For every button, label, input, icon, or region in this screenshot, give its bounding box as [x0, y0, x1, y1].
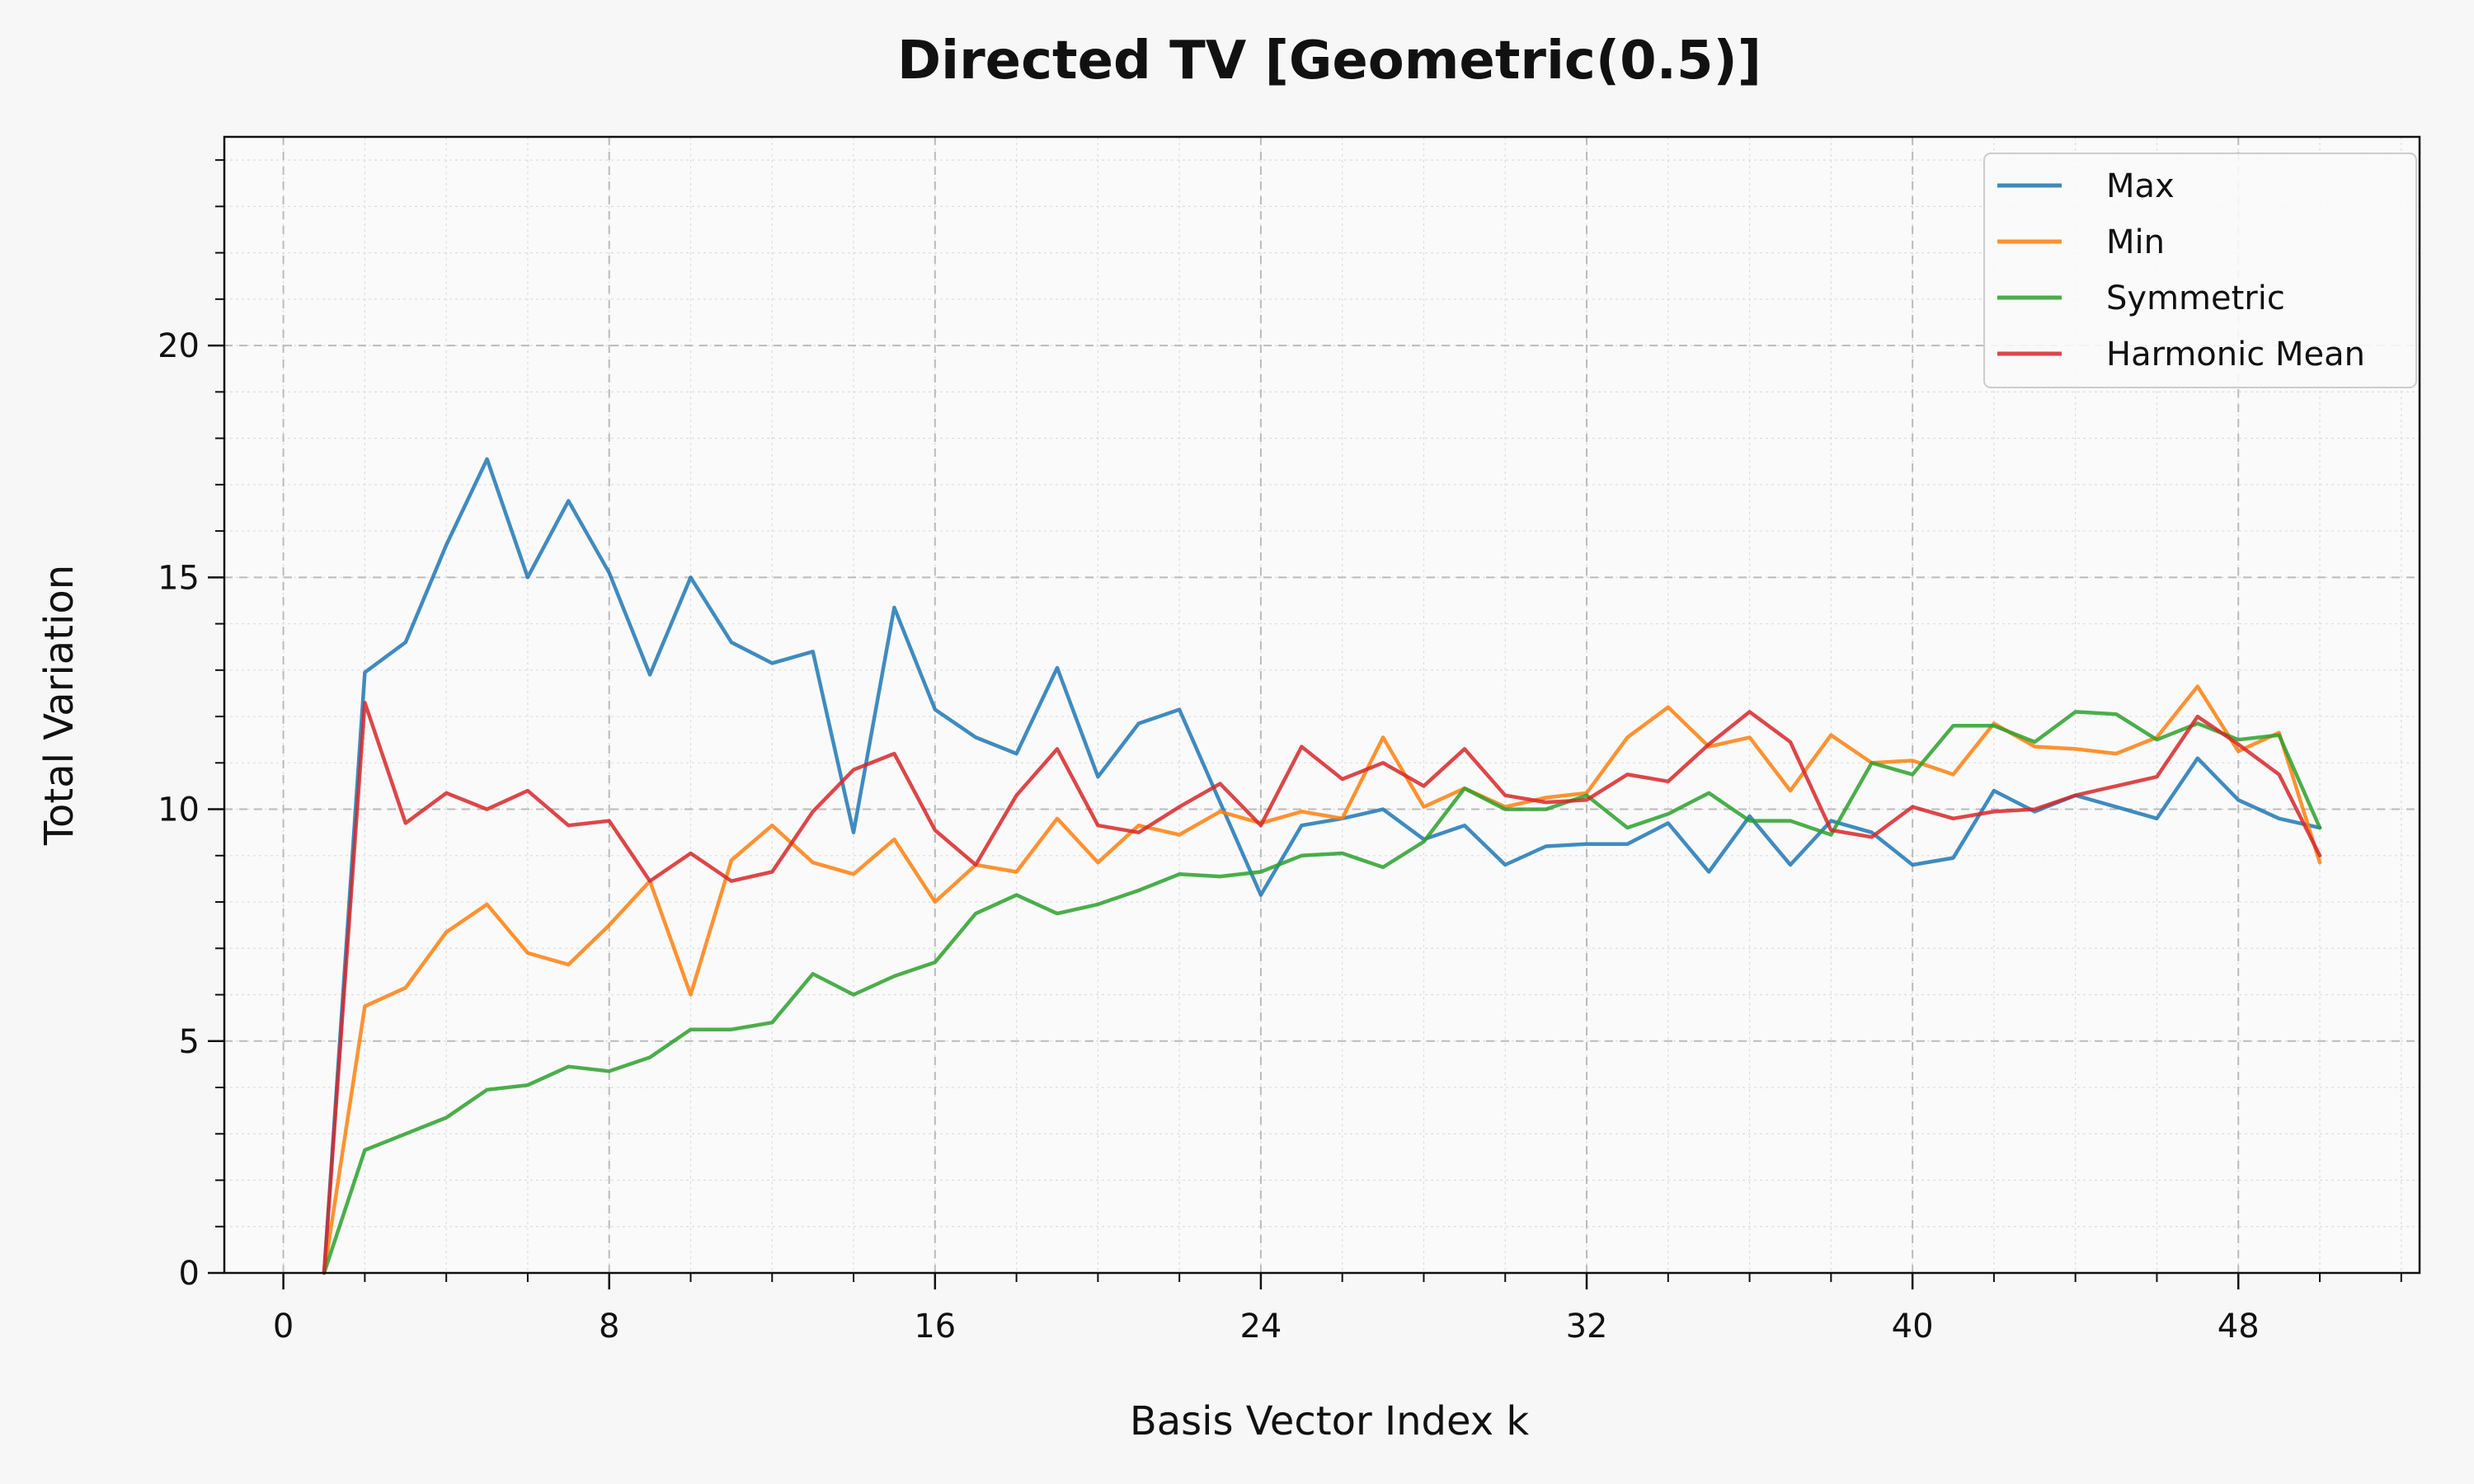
x-tick-label: 40	[1892, 1308, 1934, 1345]
y-tick-label: 10	[158, 791, 200, 829]
legend-box	[1983, 153, 2417, 388]
y-tick-label: 5	[179, 1023, 200, 1061]
series-line-harmonic-mean	[322, 700, 2322, 1275]
series-line-min	[322, 684, 2322, 1275]
axis-ticks	[208, 159, 2402, 1289]
x-tick-label: 16	[914, 1308, 956, 1345]
x-tick-label: 0	[273, 1308, 294, 1345]
legend: Max Min Symmetric Harmonic Mean	[1983, 153, 2417, 388]
y-tick-label: 15	[158, 559, 200, 597]
legend-label-symmetric: Symmetric	[2106, 279, 2285, 317]
legend-label-min: Min	[2106, 223, 2165, 261]
series-line-symmetric	[322, 710, 2322, 1275]
series-layer	[322, 457, 2322, 1275]
legend-label-harmonic-mean: Harmonic Mean	[2106, 336, 2365, 373]
y-tick-label: 20	[158, 327, 200, 365]
plot-frame	[223, 135, 2421, 1275]
legend-label-max: Max	[2106, 167, 2175, 205]
chart-title: Directed TV [Geometric(0.5)]	[897, 31, 1761, 92]
x-axis-label: Basis Vector Index k	[1130, 1398, 1530, 1444]
y-tick-label: 0	[179, 1255, 200, 1293]
y-axis-label: Total Variation	[36, 565, 82, 846]
series-line-max	[322, 457, 2322, 1275]
x-tick-label: 32	[1566, 1308, 1608, 1345]
tick-labels: 0 8 16 24 32 40 48 0 5 10 15 20	[158, 327, 2260, 1345]
x-tick-label: 24	[1239, 1308, 1282, 1345]
x-tick-label: 48	[2218, 1308, 2260, 1345]
x-tick-label: 8	[599, 1308, 619, 1345]
